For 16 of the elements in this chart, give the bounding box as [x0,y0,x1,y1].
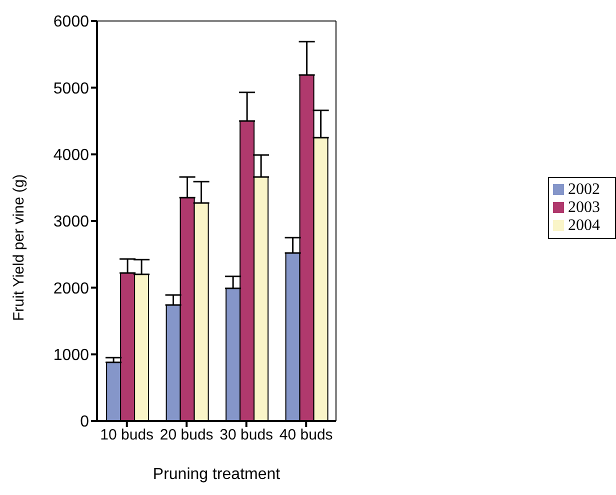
y-tick-label: 1000 [53,347,90,364]
y-tick-label: 3000 [53,214,90,231]
y-axis-title: Fruit Yield per vine (g) [10,174,28,321]
y-tick-label: 2000 [53,280,90,298]
x-tick-label: 20 buds [160,426,214,444]
legend-label: 2004 [568,217,600,234]
y-tick-label: 0 [80,414,90,431]
legend-label: 2002 [568,181,600,198]
x-tick-label: 40 buds [279,426,333,444]
x-axis-title: Pruning treatment [152,466,281,483]
y-tick-label: 5000 [53,80,90,98]
x-tick-label: 30 buds [220,426,274,444]
y-tick-label: 6000 [53,14,90,31]
legend-label: 2003 [568,199,600,216]
y-tick-label: 4000 [53,147,90,164]
x-tick-label: 10 buds [100,426,154,444]
